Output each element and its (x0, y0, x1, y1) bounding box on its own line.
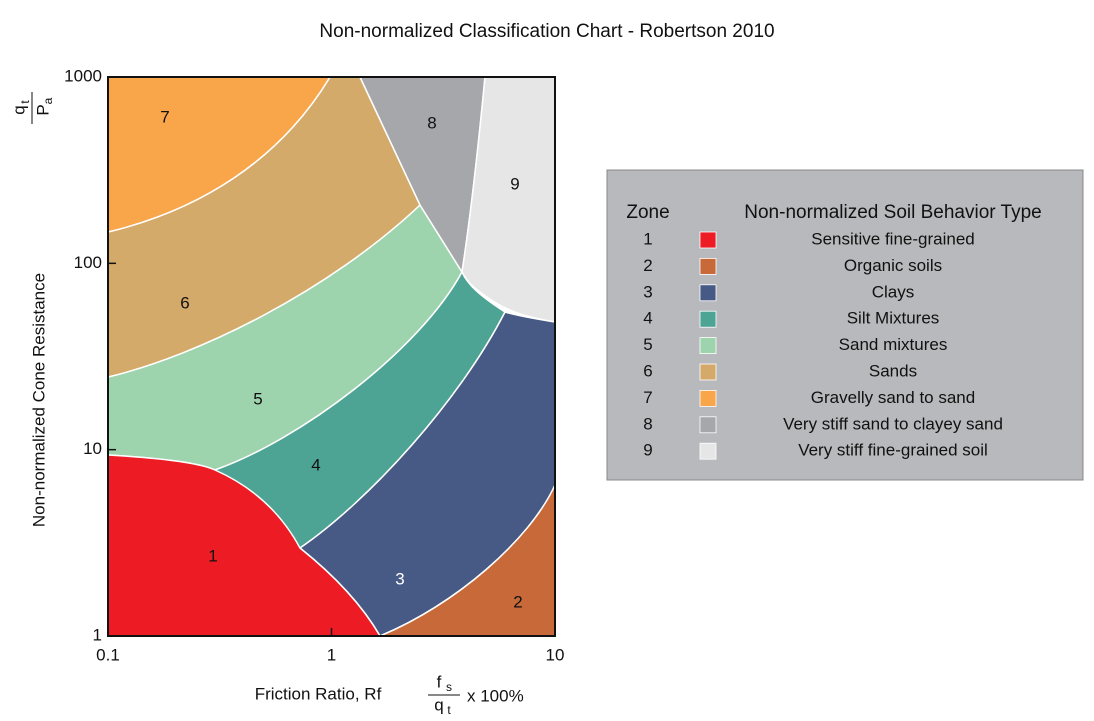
legend-box (606, 169, 1084, 481)
zone-label: 2 (513, 592, 522, 611)
fraction-denominator: q (434, 695, 443, 714)
legend-name: Organic soils (844, 256, 942, 275)
zone-labels: 1 2 3 4 5 6 7 8 9 (160, 107, 522, 611)
legend-swatch (699, 284, 717, 302)
y-tick-label: 1 (93, 625, 102, 644)
legend-name: Clays (872, 282, 915, 301)
plot-regions (107, 76, 556, 637)
fraction-sub: s (446, 680, 452, 694)
legend-header: Zone (626, 202, 669, 223)
legend-swatch (699, 389, 717, 407)
legend-zone: 1 (643, 229, 652, 248)
legend-name: Sensitive fine-grained (811, 229, 974, 248)
zone-region (107, 76, 332, 233)
zone-label: 6 (180, 293, 189, 312)
chart-title: Non-normalized Classification Chart - Ro… (319, 21, 774, 42)
y-tick-label: 10 (83, 439, 102, 458)
zone-label: 8 (427, 113, 436, 132)
zone-region (107, 454, 382, 637)
zone-label: 3 (395, 569, 404, 588)
legend-name: Very stiff fine-grained soil (798, 441, 988, 460)
legend-zone: 7 (643, 388, 652, 407)
legend-swatch (699, 442, 717, 460)
fraction-sub: t (18, 100, 32, 104)
zone-label: 7 (160, 107, 169, 126)
zone-region (379, 484, 556, 637)
zone-label: 4 (311, 455, 320, 474)
legend-zone: 9 (643, 441, 652, 460)
y-axis-label-group: Non-normalized Cone Resistance (29, 273, 48, 527)
zone-label: 9 (510, 174, 519, 193)
zone-label: 1 (208, 546, 217, 565)
legend-zone: 2 (643, 256, 652, 275)
y-label-fraction: q t P a (9, 92, 55, 124)
y-axis-label: Non-normalized Cone Resistance (29, 273, 48, 527)
x-axis-label-suffix: x 100% (467, 686, 524, 705)
x-tick-label: 1 (327, 645, 336, 664)
legend-name: Sands (869, 361, 917, 380)
x-axis-label: Friction Ratio, Rf (255, 684, 382, 703)
legend-name: Silt Mixtures (847, 309, 940, 328)
legend-name: Very stiff sand to clayey sand (783, 414, 1003, 433)
legend-zone: 4 (643, 309, 652, 328)
legend-zone: 6 (643, 361, 652, 380)
x-tick-label: 0.1 (96, 645, 120, 664)
fraction-numerator: f (437, 672, 442, 691)
legend-zone: 8 (643, 414, 652, 433)
legend-name: Sand mixtures (839, 335, 948, 354)
y-tick-label: 1000 (64, 66, 102, 85)
legend-swatch (699, 310, 717, 328)
zone-label: 5 (253, 389, 262, 408)
fraction-sub: a (41, 97, 55, 104)
legend-swatch (699, 257, 717, 275)
legend-name: Gravelly sand to sand (811, 388, 975, 407)
x-label-fraction: f s q t (428, 672, 460, 717)
fraction-sub: t (447, 703, 451, 717)
x-tick-label: 10 (546, 645, 565, 664)
legend-zone: 3 (643, 282, 652, 301)
y-tick-label: 100 (74, 253, 102, 272)
legend-header: Non-normalized Soil Behavior Type (744, 202, 1041, 223)
fraction-numerator: q (9, 105, 28, 114)
legend-swatch (699, 231, 717, 249)
legend-swatch (699, 363, 717, 381)
legend-swatch (699, 337, 717, 355)
legend-swatch (699, 416, 717, 434)
legend-zone: 5 (643, 335, 652, 354)
fraction-denominator: P (33, 104, 52, 115)
